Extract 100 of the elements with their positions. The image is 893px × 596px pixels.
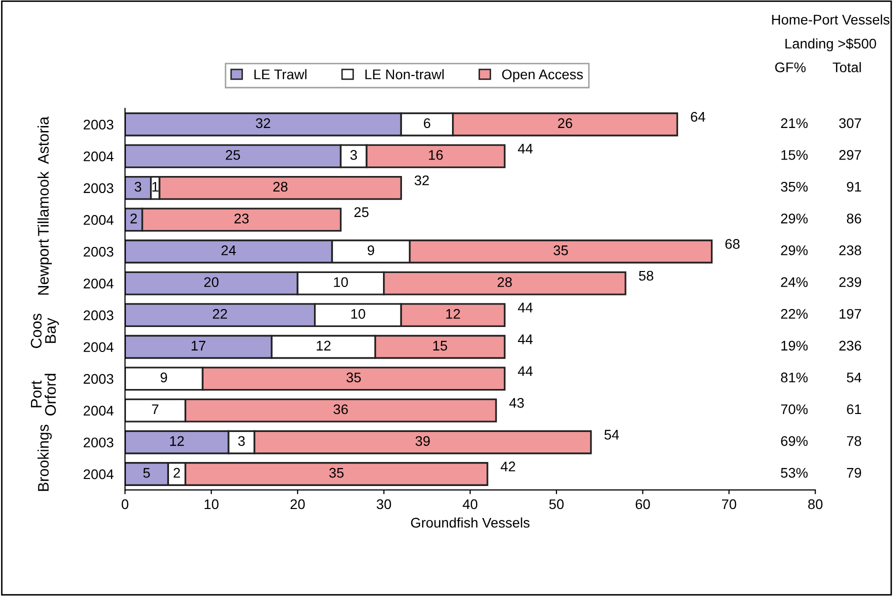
total-label: 44 <box>518 144 533 154</box>
text: Astoria <box>38 116 49 164</box>
text: 297 <box>839 150 862 160</box>
annotation: 21% <box>781 118 808 128</box>
data-label: 12 <box>316 340 331 350</box>
x-tick-label: 70 <box>722 499 736 510</box>
y-tick-label: 2004 <box>84 469 114 480</box>
data-label: 15 <box>433 340 448 351</box>
y-tick-label: 2003 <box>84 438 114 448</box>
text: 236 <box>839 340 862 351</box>
data-label: 16 <box>428 150 443 160</box>
legend-label: LE Trawl <box>254 69 306 80</box>
data-label: 3 <box>134 182 142 192</box>
data-label: 39 <box>416 436 430 446</box>
y-tick-label: 2003 <box>84 183 114 194</box>
total-label: 44 <box>518 334 533 344</box>
data-label: 9 <box>368 245 374 256</box>
x-tick-label: 80 <box>808 499 822 510</box>
data-label: 36 <box>334 404 348 414</box>
data-label: 10 <box>334 277 348 288</box>
y-tick-label: 2004 <box>84 151 114 162</box>
annotation: 35% <box>780 182 808 192</box>
annotation: 29% <box>781 214 808 224</box>
data-label: 26 <box>558 118 572 128</box>
annotation: 22% <box>781 308 808 319</box>
total-label: 58 <box>638 270 654 281</box>
x-axis-title: Groundfish Vessels <box>411 517 530 528</box>
text: 91 <box>846 182 862 192</box>
y-tick-label: 2004 <box>84 406 114 416</box>
data-label: 24 <box>222 245 236 256</box>
data-label: 1 <box>152 182 158 192</box>
data-label: 20 <box>204 277 218 288</box>
total-label: 44 <box>518 366 533 376</box>
data-label: 35 <box>346 372 361 382</box>
data-label: 3 <box>238 436 245 446</box>
x-tick-label: 30 <box>376 499 392 510</box>
x-tick-label: 10 <box>204 499 218 510</box>
y-tick-label: 2003 <box>84 374 114 384</box>
x-tick-label: 0 <box>122 499 128 510</box>
text: Landing >$500 <box>785 38 876 52</box>
total-label: 25 <box>354 207 369 218</box>
total-label: 64 <box>690 112 706 122</box>
x-tick-label: 20 <box>290 499 305 510</box>
data-label: 28 <box>273 182 288 192</box>
text: 78 <box>847 436 862 446</box>
data-label: 35 <box>329 468 344 478</box>
text: 239 <box>839 277 862 288</box>
total-label: 44 <box>518 302 533 312</box>
total-label: 43 <box>509 398 524 408</box>
text: Home-Port Vessels <box>772 14 890 25</box>
text: Coos Bay <box>30 314 59 348</box>
total-label: 68 <box>725 239 740 249</box>
y-tick-label: 2003 <box>84 310 114 320</box>
data-label: 25 <box>226 150 240 160</box>
annotation: 15% <box>781 150 808 160</box>
data-label: 2 <box>174 468 180 478</box>
x-tick-label: 50 <box>549 499 564 510</box>
total-label: 54 <box>604 430 619 440</box>
data-label: 12 <box>446 308 460 319</box>
y-tick-label: 2004 <box>84 342 114 352</box>
annotation: 29% <box>781 245 808 256</box>
legend-label: Open Access <box>502 69 583 82</box>
data-label: 32 <box>256 118 270 128</box>
annotation: 24% <box>781 277 808 287</box>
y-tick-label: 2003 <box>84 246 114 257</box>
text: 79 <box>847 468 862 478</box>
legend-label: LE Non-trawl <box>365 69 444 80</box>
x-tick-label: 60 <box>636 499 650 510</box>
data-label: 12 <box>170 436 184 446</box>
data-label: 6 <box>424 118 430 128</box>
text: Total <box>832 62 861 72</box>
text: Port Orford <box>30 374 56 416</box>
text: Newport <box>38 239 52 295</box>
data-label: 9 <box>160 372 168 382</box>
data-label: 22 <box>212 308 227 319</box>
data-label: 10 <box>351 308 366 319</box>
text: 54 <box>846 372 862 382</box>
y-tick-label: 2004 <box>84 278 114 288</box>
text: 86 <box>846 214 862 224</box>
text: GF% <box>775 62 806 72</box>
annotation: 69% <box>781 436 808 446</box>
data-label: 3 <box>350 150 357 160</box>
data-label: 7 <box>152 404 158 414</box>
text: 197 <box>840 308 862 319</box>
y-tick-label: 2004 <box>84 215 114 225</box>
y-tick-label: 2003 <box>84 120 114 130</box>
annotation: 53% <box>780 468 808 478</box>
data-label: 35 <box>554 245 568 256</box>
total-label: 32 <box>414 175 429 186</box>
data-label: 5 <box>143 468 150 478</box>
annotation: 19% <box>781 340 808 351</box>
text: 61 <box>847 404 862 414</box>
text: 307 <box>839 118 862 128</box>
annotation: 70% <box>781 404 808 414</box>
data-label: 23 <box>234 214 249 224</box>
x-tick-label: 40 <box>462 499 478 510</box>
data-label: 28 <box>498 277 512 288</box>
annotation: 81% <box>780 372 808 382</box>
text: Brookings <box>38 424 52 491</box>
text: 238 <box>839 245 862 256</box>
